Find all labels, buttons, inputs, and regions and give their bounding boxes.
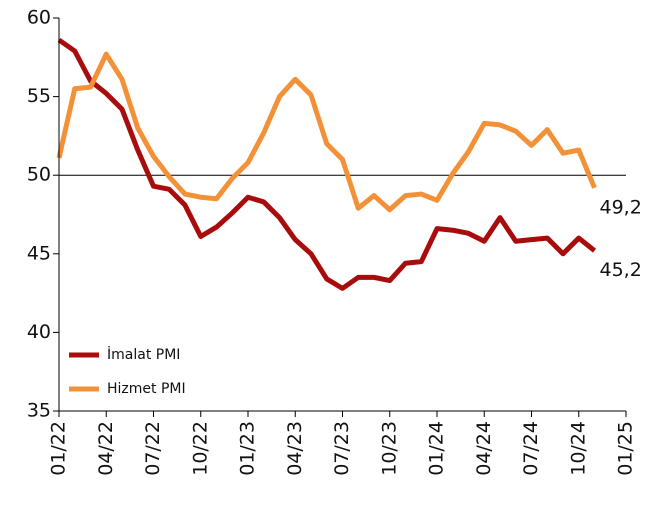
- y-tick-label: 55: [27, 85, 51, 107]
- x-tick-label: 04/22: [95, 421, 117, 476]
- x-tick-label: 10/24: [567, 421, 589, 476]
- y-tick-label: 40: [27, 321, 51, 343]
- x-tick-label: 01/23: [237, 421, 259, 476]
- x-tick-label: 07/23: [331, 421, 353, 476]
- x-tick-label: 01/25: [615, 421, 637, 476]
- x-tick-label: 04/23: [284, 421, 306, 476]
- series-line: [57, 37, 597, 291]
- x-tick-label: 10/22: [189, 421, 211, 476]
- y-tick-label: 35: [27, 400, 51, 422]
- x-tick-label: 01/24: [426, 421, 448, 476]
- x-tick-label: 07/24: [520, 421, 542, 476]
- y-tick-label: 50: [27, 164, 51, 186]
- y-tick-label: 60: [27, 7, 51, 29]
- y-tick-label: 45: [27, 242, 51, 264]
- legend-label: İmalat PMI: [107, 345, 180, 363]
- x-tick-label: 07/22: [142, 421, 164, 476]
- value-label: 45,2: [600, 259, 642, 281]
- x-tick-label: 01/22: [48, 421, 70, 476]
- value-label: 49,2: [600, 196, 642, 218]
- x-tick-label: 04/24: [473, 421, 495, 476]
- legend-label: Hizmet PMI: [107, 381, 186, 397]
- x-tick-label: 10/23: [378, 421, 400, 476]
- series-line: [56, 51, 597, 213]
